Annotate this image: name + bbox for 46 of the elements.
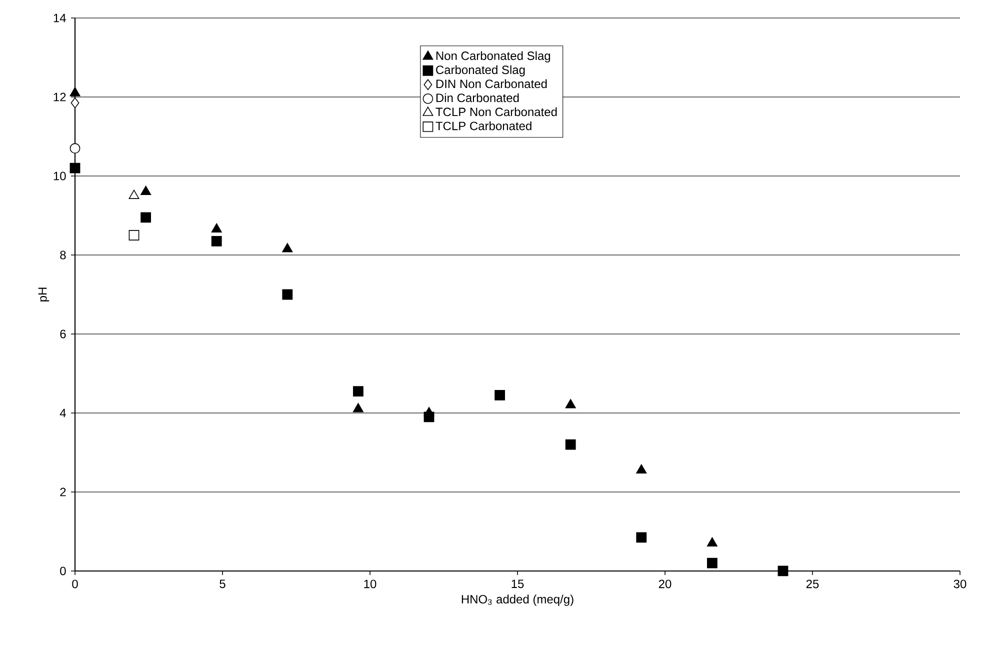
point [128,230,140,240]
point [70,97,80,108]
point [282,289,293,300]
point [128,190,140,199]
x-axis-title: HNO$_{3}$ added (meq/g) [462,594,574,606]
point [70,87,80,96]
y-tick-label: 6 [60,330,66,338]
point [211,223,222,233]
point [70,162,80,174]
x-tick-label: 15 [512,580,524,588]
point [211,236,222,246]
x-tick-label: 0 [72,580,78,588]
y-tick-label: 0 [60,566,66,576]
legend-label: TCLP Non Carbonated [436,107,557,116]
x-tick-label: 25 [806,580,819,588]
y-tick-label: 12 [54,92,66,102]
point [565,399,576,408]
point [706,537,718,547]
y-tick-label: 10 [54,172,66,180]
y-tick-label: 4 [60,408,66,418]
legend-label: Din Carbonated [436,93,519,102]
y-tick-label: 2 [60,488,66,496]
point [282,243,293,252]
x-tick-label: 10 [364,580,376,588]
legend-label: DIN Non Carbonated [436,79,547,88]
point [636,464,647,474]
point [353,386,364,396]
point [424,412,434,422]
point [70,143,80,154]
point [352,403,364,412]
point [140,186,152,195]
point [778,566,788,576]
x-tick-label: 20 [658,580,672,588]
point [140,212,152,223]
point [636,532,647,543]
legend-label: Carbonated Slag [436,65,525,76]
y-tick-label: 14 [54,14,66,22]
legend-label: Non Carbonated Slag [436,51,550,62]
legend-label: TCLP Carbonated [436,121,532,130]
point [706,558,718,568]
y-axis-title: pH [38,288,50,302]
point [565,439,576,450]
x-tick-label: 30 [954,580,966,588]
point [494,390,505,400]
x-tick-label: 5 [220,580,226,588]
y-tick-label: 8 [60,250,66,260]
